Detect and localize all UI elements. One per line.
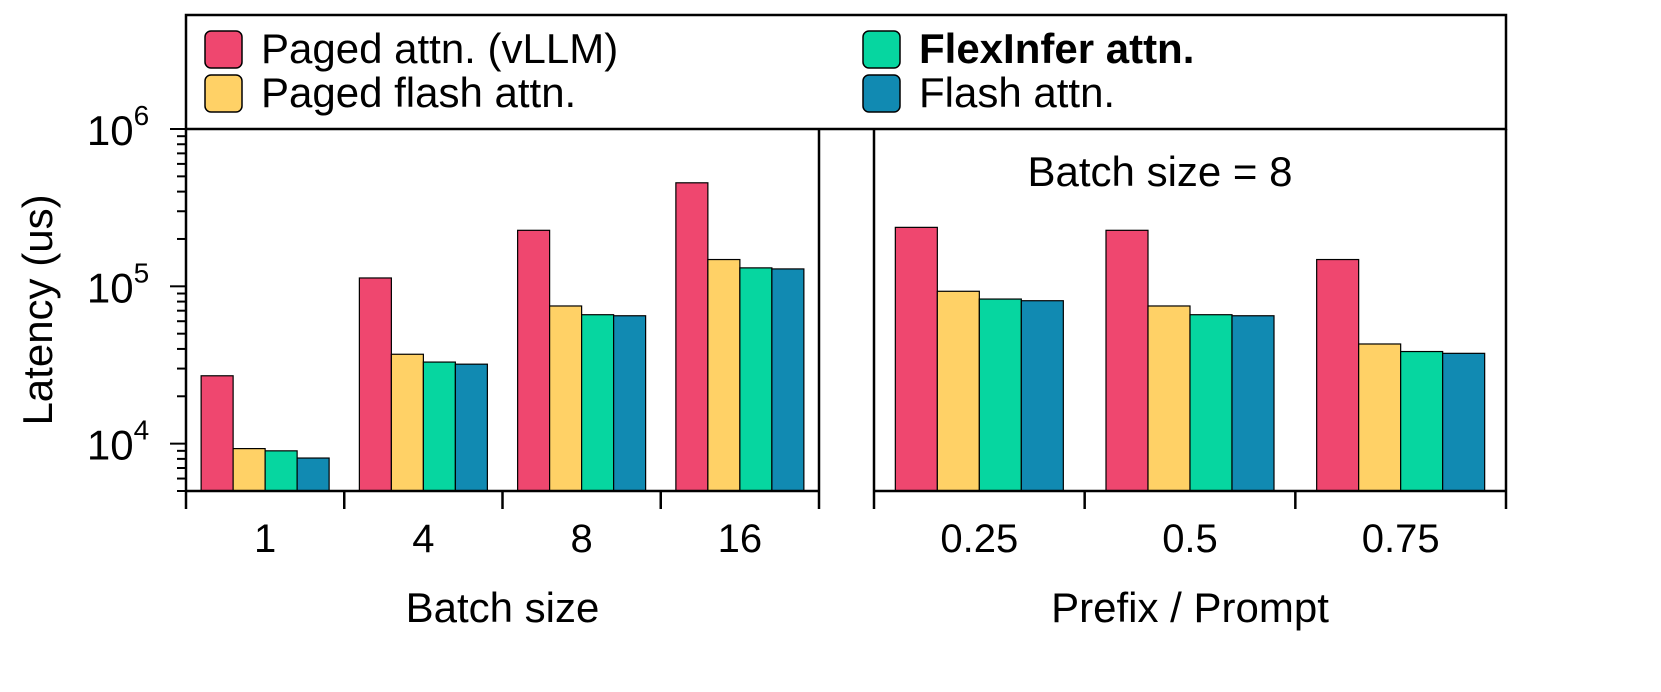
bar-flexinfer-attn-0-25 (978, 298, 1022, 492)
bar-flash-attn-0-75 (1442, 352, 1486, 492)
bar-flexinfer-attn-4 (422, 361, 456, 492)
bar-paged-flash-attn-0-5 (1147, 305, 1191, 492)
x-axis-label-2: Prefix / Prompt (1051, 584, 1329, 631)
bar-flexinfer-attn-1 (264, 450, 298, 492)
bar-paged-attn-vllm-8 (517, 229, 551, 492)
bar-flexinfer-attn-8 (581, 314, 615, 492)
bars (200, 182, 1486, 492)
x-tick-label-1: 1 (254, 517, 276, 561)
legend-swatch-flexinfer-attn (862, 30, 901, 69)
bar-flash-attn-4 (454, 363, 488, 492)
bar-paged-attn-vllm-0-5 (1105, 229, 1149, 492)
panel-title: Batch size = 8 (1028, 148, 1293, 195)
legend: Paged attn. (vLLM)Paged flash attn. FlexI… (204, 25, 1194, 116)
bar-paged-attn-vllm-4 (358, 277, 392, 492)
x-axis-label-1: Batch size (406, 584, 600, 631)
bar-paged-flash-attn-1 (232, 448, 266, 492)
bar-flash-attn-8 (613, 315, 647, 492)
bar-paged-flash-attn-8 (549, 305, 583, 492)
bar-paged-attn-vllm-0-25 (894, 226, 938, 492)
bar-flash-attn-0-25 (1020, 300, 1064, 492)
legend-swatch-paged-flash-attn (204, 74, 243, 113)
bar-flash-attn-0-5 (1231, 315, 1275, 492)
y-tick-label: 105 (87, 257, 149, 311)
bar-flexinfer-attn-0-5 (1189, 314, 1233, 492)
labels: Batch size Prefix / Prompt Latency (us) Bat… (14, 148, 1329, 631)
bar-flash-attn-16 (771, 268, 805, 492)
x-tick-label-0-25: 0.25 (940, 517, 1018, 561)
axes: 1 4 8 16 0.25 0.5 0.75 104 105 106 (87, 100, 1508, 561)
bar-paged-attn-vllm-0-75 (1316, 258, 1360, 492)
legend-swatch-paged-attn-vllm (204, 30, 243, 69)
bar-paged-attn-vllm-16 (675, 182, 709, 492)
bar-paged-flash-attn-0-75 (1358, 343, 1402, 492)
bar-paged-flash-attn-0-25 (936, 290, 980, 492)
bar-paged-attn-vllm-1 (200, 375, 234, 492)
bar-flexinfer-attn-16 (739, 267, 773, 492)
legend-label-paged-flash-attn: Paged flash attn. (261, 69, 576, 116)
x-tick-label-4: 4 (412, 517, 434, 561)
x-tick-label-0-75: 0.75 (1362, 517, 1440, 561)
legend-label-paged-attn-vllm: Paged attn. (vLLM) (261, 25, 618, 72)
y-axis-label: Latency (us) (14, 194, 61, 425)
x-tick-label-16: 16 (718, 517, 763, 561)
legend-swatch-flash-attn (862, 74, 901, 113)
plot-frame (184, 13, 1508, 491)
x-tick-label-0-5: 0.5 (1162, 517, 1218, 561)
bar-flexinfer-attn-0-75 (1400, 350, 1444, 492)
legend-box (184, 13, 1508, 131)
y-tick-label: 106 (87, 100, 149, 154)
legend-label-flexinfer-attn: FlexInfer attn. (919, 25, 1194, 72)
bar-flash-attn-1 (296, 457, 330, 492)
y-tick-label: 104 (87, 415, 149, 469)
bar-paged-flash-attn-16 (707, 258, 741, 492)
legend-label-flash-attn: Flash attn. (919, 69, 1115, 116)
x-tick-label-8: 8 (571, 517, 593, 561)
bar-paged-flash-attn-4 (390, 353, 424, 492)
